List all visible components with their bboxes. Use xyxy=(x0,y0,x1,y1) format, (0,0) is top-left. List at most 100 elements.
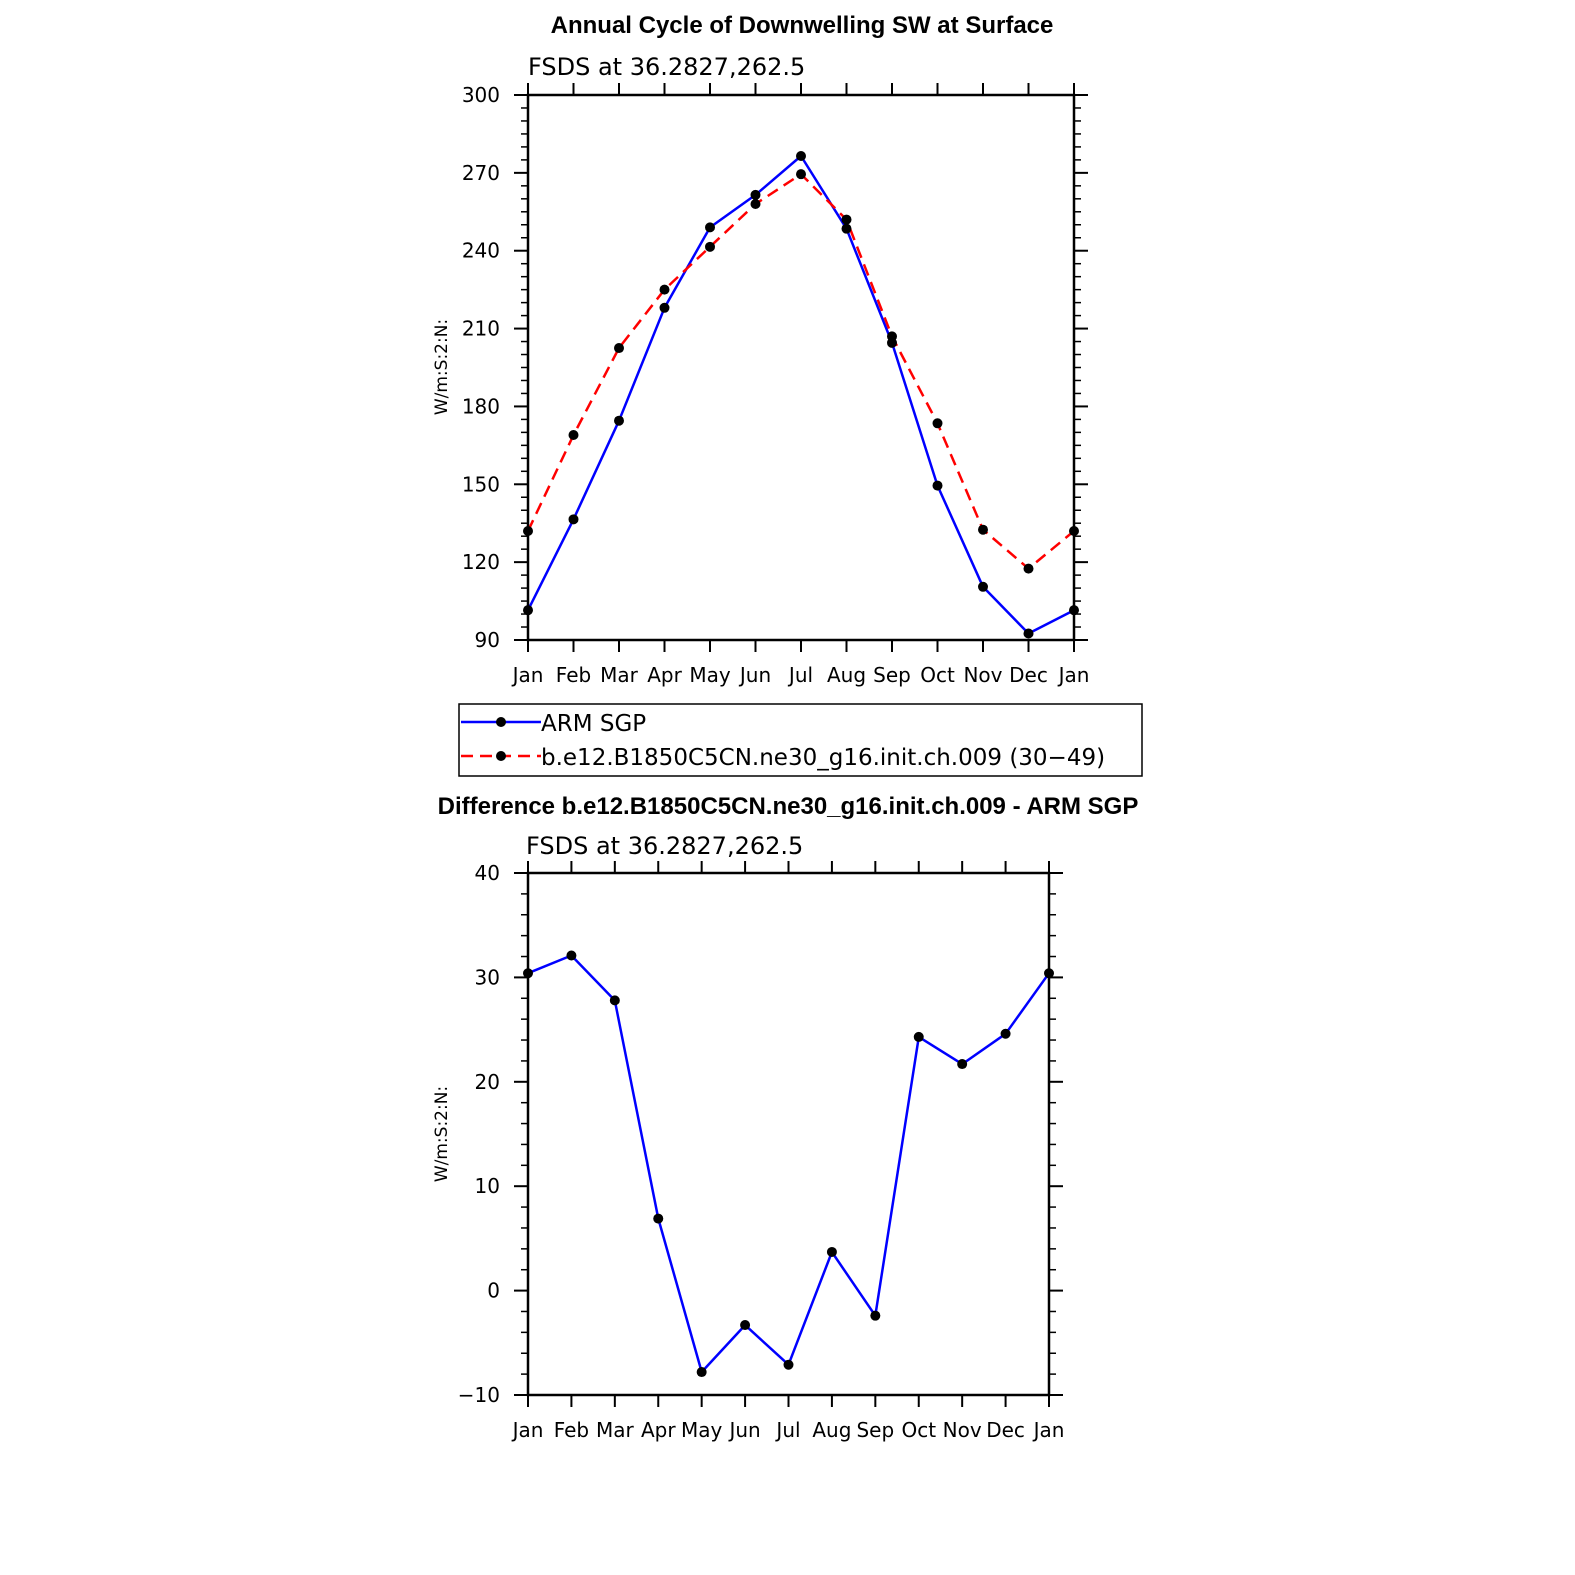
x-tick-label: Apr xyxy=(647,663,682,687)
legend-label-arm-sgp: ARM SGP xyxy=(541,711,646,737)
data-point xyxy=(653,1213,664,1224)
series-line-0 xyxy=(527,954,1051,1374)
x-tick-label: Sep xyxy=(856,1418,894,1442)
series-line-0 xyxy=(526,154,1075,635)
y-tick-label: 30 xyxy=(475,965,500,989)
data-point xyxy=(1044,968,1054,979)
chart-title: Difference b.e12.B1850C5CN.ne30_g16.init… xyxy=(438,793,1139,820)
data-point xyxy=(796,169,806,180)
data-point xyxy=(1000,1028,1011,1039)
x-tick-label: Jul xyxy=(774,1418,800,1442)
data-point xyxy=(841,223,852,234)
x-tick-label: Apr xyxy=(641,1418,676,1442)
legend-label-model: b.e12.B1850C5CN.ne30_g16.init.ch.009 (30… xyxy=(541,745,1105,771)
x-tick-label: Mar xyxy=(600,663,639,687)
x-tick-label: Aug xyxy=(827,663,866,687)
data-point xyxy=(705,241,715,252)
x-tick-label: May xyxy=(681,1418,723,1442)
data-point xyxy=(750,199,761,209)
series-lines xyxy=(527,954,1051,1374)
data-point xyxy=(870,1310,881,1321)
x-tick-label: Feb xyxy=(554,1418,589,1442)
y-axis-label: W/m:S:2:N: xyxy=(432,319,452,415)
x-tick-label: Jan xyxy=(511,663,544,687)
x-tick-label: Aug xyxy=(812,1418,851,1442)
data-point xyxy=(523,605,533,616)
data-point xyxy=(913,1031,924,1042)
chart-title: Annual Cycle of Downwelling SW at Surfac… xyxy=(551,12,1054,39)
x-tick-label: Jul xyxy=(787,663,813,687)
data-point xyxy=(523,968,533,979)
y-tick-label: 120 xyxy=(462,550,500,574)
data-point xyxy=(696,1367,707,1378)
y-tick-label: 300 xyxy=(462,83,500,107)
x-tick-label: Nov xyxy=(963,663,1002,687)
data-point xyxy=(740,1320,751,1331)
data-point xyxy=(841,214,852,225)
data-point xyxy=(887,331,897,342)
data-point xyxy=(932,480,943,491)
legend-marker-arm-sgp xyxy=(496,717,506,727)
y-tick-label: 180 xyxy=(462,394,500,418)
y-tick-label: 150 xyxy=(462,472,500,496)
y-tick-label: 240 xyxy=(462,239,500,263)
x-tick-label: Oct xyxy=(901,1418,936,1442)
x-tick-label: Sep xyxy=(873,663,911,687)
chart-subtitle: FSDS at 36.2827,262.5 xyxy=(528,53,805,81)
data-point xyxy=(659,302,670,313)
data-point xyxy=(1069,526,1079,536)
x-tick-label: Feb xyxy=(556,663,591,687)
data-point xyxy=(1023,628,1034,639)
series-line-1 xyxy=(526,172,1075,570)
x-tick-label: Jun xyxy=(738,663,771,687)
series-lines xyxy=(526,154,1075,635)
x-tick-label: Jan xyxy=(511,1418,544,1442)
y-tick-label: 270 xyxy=(462,161,500,185)
x-tick-label: Dec xyxy=(986,1418,1025,1442)
axes: Jan Feb Mar Apr May Jun Jul Aug Sep Oct Nov Dec Jan 9… xyxy=(462,83,1090,687)
y-tick-label: 90 xyxy=(475,628,500,652)
data-point xyxy=(826,1246,837,1257)
data-point xyxy=(978,524,988,535)
data-point xyxy=(614,415,624,426)
y-tick-label: 10 xyxy=(475,1174,500,1198)
x-tick-label: Jun xyxy=(727,1418,760,1442)
y-tick-label: 0 xyxy=(487,1279,500,1303)
legend-box xyxy=(458,703,1143,777)
data-point xyxy=(1023,563,1034,574)
x-tick-label: May xyxy=(689,663,731,687)
data-point xyxy=(609,995,620,1006)
data-point xyxy=(978,581,988,592)
series-markers xyxy=(523,950,1054,1378)
x-tick-label: Jan xyxy=(1032,1418,1065,1442)
data-point xyxy=(783,1359,794,1370)
annual-cycle-chart: Annual Cycle of Downwelling SW at Surfac… xyxy=(432,12,1089,687)
data-point xyxy=(614,343,624,354)
data-point xyxy=(932,418,943,429)
data-point xyxy=(1069,605,1079,616)
data-point xyxy=(566,950,577,961)
axes: Jan Feb Mar Apr May Jun Jul Aug Sep Oct Nov Dec Jan−… xyxy=(458,861,1065,1442)
data-point xyxy=(523,526,533,536)
legend-marker-model xyxy=(496,751,506,761)
y-tick-label: 20 xyxy=(475,1070,500,1094)
data-point xyxy=(568,514,579,525)
data-point xyxy=(796,150,806,161)
difference-chart: Difference b.e12.B1850C5CN.ne30_g16.init… xyxy=(432,793,1138,1442)
x-tick-label: Dec xyxy=(1009,663,1048,687)
series-markers xyxy=(523,150,1079,639)
data-point xyxy=(568,429,579,440)
x-tick-label: Nov xyxy=(943,1418,982,1442)
plot-frame xyxy=(526,871,1051,1397)
data-point xyxy=(705,222,715,233)
x-tick-label: Jan xyxy=(1057,663,1090,687)
chart-subtitle: FSDS at 36.2827,262.5 xyxy=(526,832,803,860)
data-point xyxy=(957,1059,968,1070)
legend: ARM SGP b.e12.B1850C5CN.ne30_g16.init.ch… xyxy=(458,703,1143,777)
data-point xyxy=(750,189,761,200)
y-axis-label: W/m:S:2:N: xyxy=(432,1086,452,1182)
y-tick-label: 40 xyxy=(475,861,500,885)
x-tick-label: Mar xyxy=(596,1418,635,1442)
y-tick-label: 210 xyxy=(462,317,500,341)
